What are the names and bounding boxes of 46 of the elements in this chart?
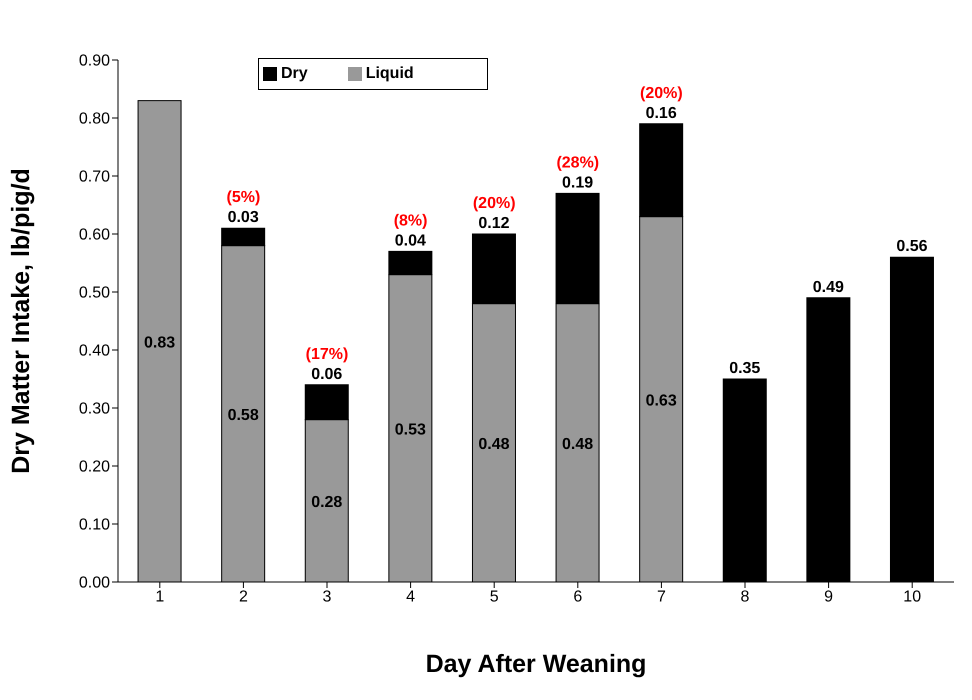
y-tick-label: 0.80	[78, 110, 110, 128]
y-tick-label: 0.10	[78, 516, 110, 534]
x-tick-label: 10	[903, 588, 922, 606]
y-tick-label: 0.30	[78, 400, 110, 418]
data-label: 0.63	[646, 392, 677, 410]
y-tick-label: 0.50	[78, 284, 110, 302]
annotation: (28%)	[556, 154, 600, 172]
x-tick-label: 8	[740, 588, 750, 606]
x-tick-label: 1	[155, 588, 164, 606]
x-axis-title: Day After Weaning	[426, 650, 646, 678]
y-tick-label: 0.20	[78, 458, 110, 476]
x-tick-label: 3	[322, 588, 332, 606]
y-tick-label: 0.00	[78, 574, 110, 592]
x-tick-label: 7	[656, 588, 666, 606]
y-tick-label: 0.40	[78, 342, 110, 360]
annotation: (17%)	[306, 346, 348, 363]
annotation: (8%)	[394, 212, 428, 230]
annotation: (5%)	[226, 189, 260, 206]
data-label: 0.16	[646, 104, 677, 122]
data-label: 0.83	[144, 334, 176, 352]
x-tick-label: 6	[573, 588, 582, 606]
legend-label: Liquid	[366, 65, 414, 82]
x-tick-label: 2	[238, 588, 248, 606]
data-label: 0.48	[562, 436, 594, 453]
annotation: (20%)	[472, 195, 516, 212]
annotation: (20%)	[640, 84, 683, 102]
data-label: 0.35	[729, 360, 760, 377]
legend-label: Dry	[281, 65, 308, 82]
data-label: 0.56	[896, 238, 928, 256]
y-tick-label: 0.70	[78, 168, 110, 186]
data-label: 0.48	[478, 436, 510, 453]
y-tick-label: 0.90	[78, 52, 110, 70]
y-axis-title: Dry Matter Intake, lb/pig/d	[6, 168, 35, 474]
data-label: 0.58	[228, 406, 259, 424]
data-label: 0.04	[394, 232, 426, 250]
data-label: 0.49	[812, 278, 844, 296]
x-tick-label: 5	[490, 588, 499, 606]
x-tick-label: 9	[824, 588, 834, 606]
data-label: 0.12	[478, 215, 510, 232]
x-tick-label: 4	[406, 588, 416, 606]
data-label: 0.28	[311, 494, 342, 511]
data-label: 0.19	[562, 174, 594, 192]
data-label: 0.03	[228, 209, 259, 226]
data-label: 0.53	[394, 421, 426, 438]
data-label: 0.06	[311, 366, 342, 383]
y-tick-label: 0.60	[78, 226, 110, 244]
